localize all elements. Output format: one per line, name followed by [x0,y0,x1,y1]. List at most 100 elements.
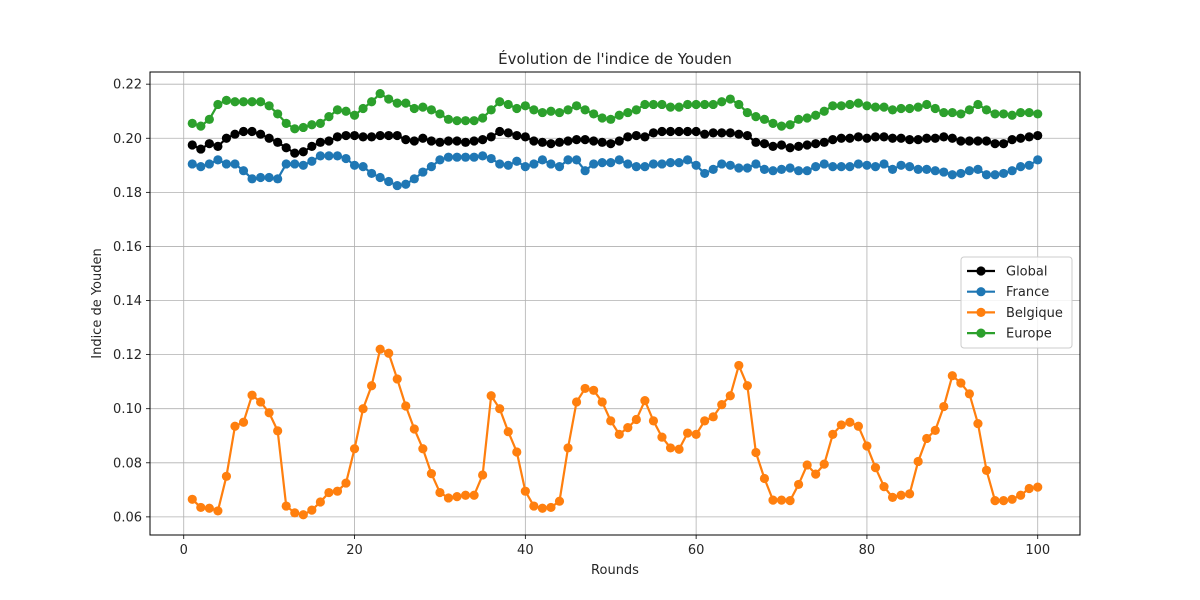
data-point-belgique [887,492,898,503]
data-point-france [392,180,402,191]
data-point-global [554,137,565,147]
legend-label: France [1006,285,1049,300]
data-point-france [460,152,471,162]
data-point-europe [734,99,744,110]
data-point-france [418,167,428,177]
data-point-global [478,135,488,145]
data-point-france [682,155,693,165]
data-point-europe [930,103,940,114]
data-point-global [401,135,411,145]
data-point-europe [546,106,556,116]
data-point-global [828,135,838,145]
data-point-belgique [640,395,650,406]
legend-swatch-marker [976,287,986,297]
data-point-europe [375,89,385,99]
legend-item-europe: Europe [967,327,1052,342]
data-point-belgique [324,487,334,498]
data-point-france [742,163,752,173]
data-point-france [648,159,659,169]
data-point-global [375,130,385,141]
data-point-global [751,137,761,147]
data-point-global [392,130,402,141]
data-point-belgique [717,400,727,410]
y-axis-label: Indice de Youden [90,248,105,359]
data-point-belgique [896,490,906,500]
data-point-global [469,136,479,146]
data-point-belgique [836,420,846,430]
data-point-belgique [230,421,240,431]
data-point-belgique [853,421,863,431]
data-point-france [819,159,829,169]
data-point-europe [358,103,368,114]
data-point-belgique [956,378,966,388]
data-point-france [281,159,291,169]
data-point-europe [298,122,308,133]
data-point-europe [631,105,641,115]
data-point-france [674,157,684,168]
data-point-belgique [589,385,599,395]
data-point-france [537,155,548,165]
chart-title: Évolution de l'indice de Youden [498,49,732,68]
data-point-europe [537,107,548,118]
data-point-belgique [759,473,770,484]
data-point-belgique [742,381,752,391]
data-point-france [913,164,923,174]
data-point-global [870,132,881,142]
y-tick-label: 0.12 [113,348,142,363]
data-point-europe [238,97,249,107]
data-point-europe [708,99,718,110]
data-point-belgique [597,397,607,407]
data-point-france [452,152,462,162]
data-point-france [580,166,590,176]
data-point-belgique [905,489,915,499]
data-point-europe [409,103,419,114]
data-point-europe [836,101,846,111]
data-point-europe [230,97,240,107]
data-point-global [802,140,812,150]
x-tick-label: 100 [1025,543,1050,558]
data-point-global [794,141,804,151]
data-point-belgique [947,371,957,381]
legend-label: Europe [1006,327,1052,342]
data-point-france [307,156,317,166]
data-point-belgique [529,501,539,511]
data-point-global [930,133,940,143]
data-point-belgique [776,495,787,505]
data-point-belgique [281,501,291,511]
x-tick-label: 80 [859,543,876,558]
data-point-france [879,159,889,169]
data-point-belgique [537,503,548,513]
data-point-france [426,162,436,172]
data-point-belgique [939,401,949,412]
data-point-belgique [426,469,436,479]
data-point-global [734,129,744,139]
data-point-france [640,162,650,172]
data-point-france [665,157,676,168]
data-point-belgique [255,397,266,407]
series-france [187,151,1043,191]
legend-swatch-marker [976,266,986,276]
data-point-france [973,164,983,174]
data-point-france [1016,162,1026,172]
data-point-france [657,159,667,169]
data-point-france [896,160,906,170]
data-point-global [759,139,770,149]
data-point-france [213,155,223,165]
data-point-france [794,166,804,176]
data-point-france [290,159,300,169]
data-point-global [580,135,590,145]
data-point-belgique [913,456,923,467]
data-point-global [819,137,829,147]
data-point-global [606,139,616,149]
data-point-belgique [845,417,855,427]
data-point-europe [606,114,616,124]
data-point-france [717,159,727,169]
data-point-france [315,151,325,161]
x-tick-label: 0 [180,543,188,558]
data-point-france [862,160,872,170]
data-point-belgique [734,360,744,371]
data-point-belgique [349,444,360,454]
data-point-belgique [443,493,454,503]
data-point-global [571,135,582,145]
data-point-france [230,159,240,169]
